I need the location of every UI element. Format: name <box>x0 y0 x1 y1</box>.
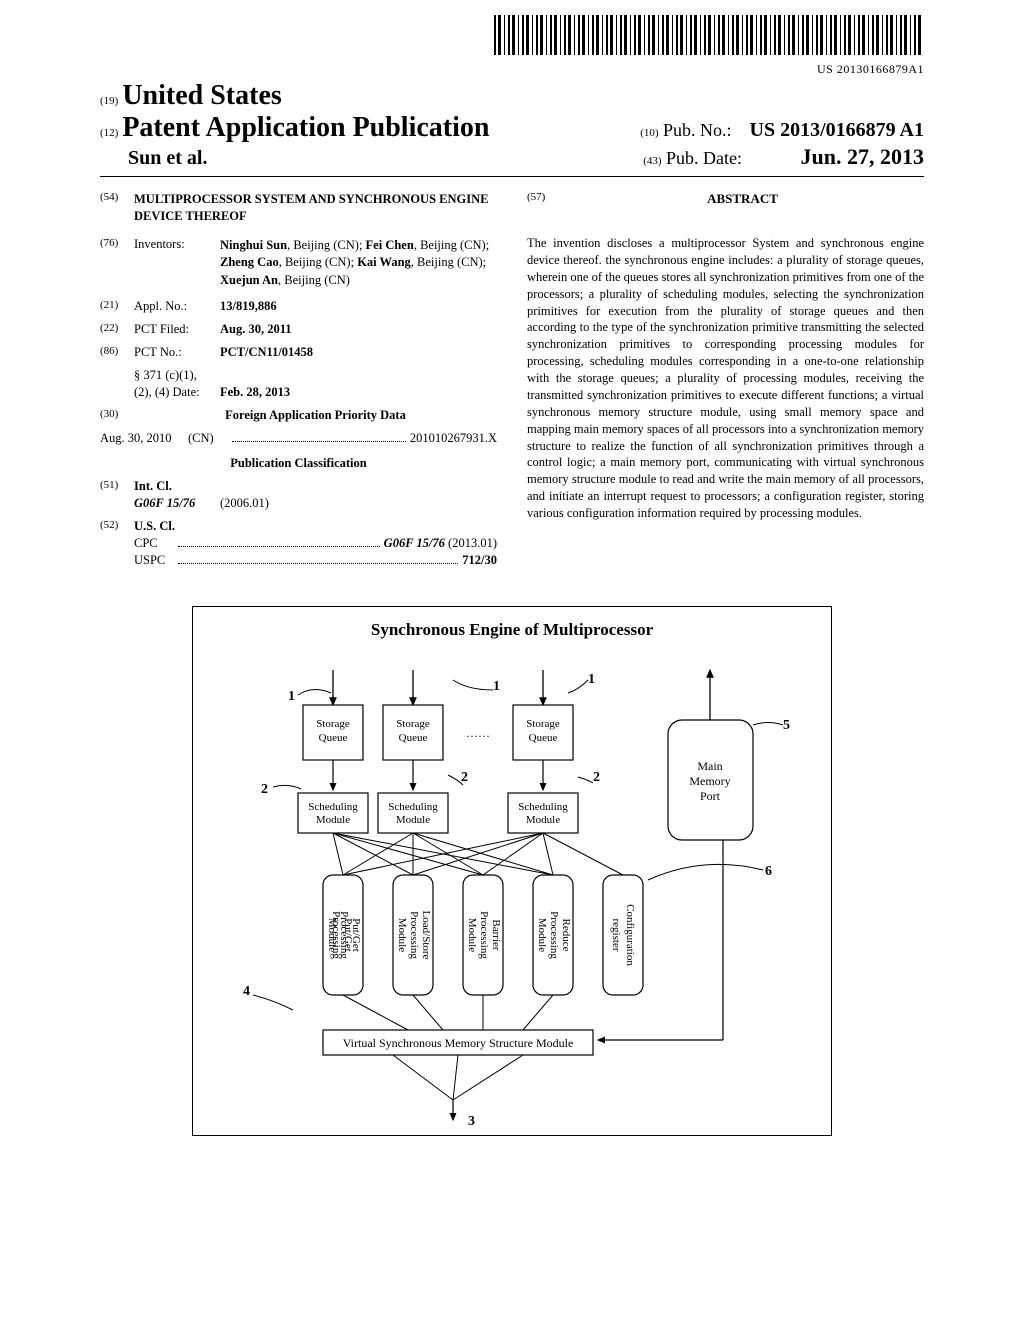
header-rule <box>100 176 924 177</box>
svg-text:Module: Module <box>536 918 548 952</box>
svg-text:Reduce: Reduce <box>560 919 572 952</box>
svg-text:Module: Module <box>526 814 560 826</box>
svg-text:Virtual Synchronous Memory Str: Virtual Synchronous Memory Structure Mod… <box>343 1036 574 1050</box>
pub-type: Patent Application Publication <box>122 112 489 143</box>
pubno-code: (10) <box>640 127 658 139</box>
biblio-columns: (54) MULTIPROCESSOR SYSTEM AND SYNCHRONO… <box>100 191 924 576</box>
left-column: (54) MULTIPROCESSOR SYSTEM AND SYNCHRONO… <box>100 191 497 576</box>
svg-text:Storage: Storage <box>526 718 560 730</box>
svg-text:Put/Get: Put/Get <box>350 918 362 952</box>
svg-text:……: …… <box>466 726 490 740</box>
title-code: (54) <box>100 191 134 225</box>
svg-text:Port: Port <box>700 789 721 803</box>
inventors-field: (76) Inventors: Ninghui Sun, Beijing (CN… <box>100 237 497 290</box>
pctno-value: PCT/CN11/01458 <box>220 345 497 360</box>
pctno-sub2: (2), (4) Date: Feb. 28, 2013 <box>100 385 497 400</box>
svg-text:Scheduling: Scheduling <box>518 801 568 813</box>
inventors-label: Inventors: <box>134 237 220 290</box>
svg-text:register: register <box>610 919 622 952</box>
pubno-label: Pub. No.: <box>663 120 732 140</box>
invention-title: MULTIPROCESSOR SYSTEM AND SYNCHRONOUS EN… <box>134 191 497 225</box>
applno-field: (21) Appl. No.: 13/819,886 <box>100 299 497 314</box>
foreign-priority-row: Aug. 30, 2010 (CN) 201010267931.X <box>100 431 497 446</box>
barcode <box>494 15 924 55</box>
pubclass-header: Publication Classification <box>100 456 497 471</box>
svg-text:4: 4 <box>243 984 250 999</box>
intcl-field: (51) Int. Cl. <box>100 479 497 494</box>
inventors-code: (76) <box>100 237 134 290</box>
dotted-leader <box>232 431 406 442</box>
abstract-header: ABSTRACT <box>561 191 924 207</box>
svg-text:6: 6 <box>765 864 772 879</box>
svg-text:1: 1 <box>288 689 295 704</box>
uscl-field: (52) U.S. Cl. <box>100 519 497 534</box>
pubno-value: US 2013/0166879 A1 <box>750 119 924 141</box>
document-header: (19) United States (12) Patent Applicati… <box>100 80 924 170</box>
intcl-value-row: G06F 15/76 (2006.01) <box>100 496 497 511</box>
svg-text:Barrier: Barrier <box>490 920 502 951</box>
svg-text:Load/Store: Load/Store <box>420 911 432 960</box>
svg-text:2: 2 <box>461 770 468 785</box>
svg-text:5: 5 <box>783 718 790 733</box>
country-name: United States <box>122 80 281 111</box>
right-column: (57) ABSTRACT The invention discloses a … <box>527 191 924 576</box>
svg-text:Configuration: Configuration <box>624 904 636 966</box>
svg-text:Queue: Queue <box>399 732 428 744</box>
inventors-list: Ninghui Sun, Beijing (CN); Fei Chen, Bei… <box>220 237 497 290</box>
svg-text:Queue: Queue <box>319 732 348 744</box>
diagram-svg: 1 1 1 Storage Queue Storage Queue …… Sto… <box>193 665 833 1135</box>
foreign-app-number: 201010267931.X <box>410 431 497 446</box>
inventors-short: Sun et al. <box>128 147 207 169</box>
svg-text:Module: Module <box>396 918 408 952</box>
cpc-row: CPC G06F 15/76 (2013.01) <box>100 536 497 551</box>
barcode-block: US 20130166879A1 <box>494 15 924 77</box>
barcode-number: US 20130166879A1 <box>494 62 924 77</box>
pctfiled-value: Aug. 30, 2011 <box>220 322 497 337</box>
svg-text:Scheduling: Scheduling <box>308 801 358 813</box>
svg-text:Queue: Queue <box>529 732 558 744</box>
title-field: (54) MULTIPROCESSOR SYSTEM AND SYNCHRONO… <box>100 191 497 225</box>
svg-text:1: 1 <box>493 679 500 694</box>
svg-text:1: 1 <box>588 672 595 687</box>
uspc-row: USPC 712/30 <box>100 553 497 568</box>
country-code: (19) <box>100 95 118 107</box>
applno-value: 13/819,886 <box>220 299 497 314</box>
pctno-field: (86) PCT No.: PCT/CN11/01458 <box>100 345 497 360</box>
svg-text:3: 3 <box>468 1114 475 1129</box>
svg-text:Main: Main <box>697 759 722 773</box>
svg-text:Processing: Processing <box>548 911 560 959</box>
diagram-title: Synchronous Engine of Multiprocessor <box>213 619 811 640</box>
abstract-header-row: (57) ABSTRACT <box>527 191 924 227</box>
pubdate-value: Jun. 27, 2013 <box>801 144 924 169</box>
pub-type-code: (12) <box>100 127 118 139</box>
svg-text:2: 2 <box>593 770 600 785</box>
svg-text:Module: Module <box>316 814 350 826</box>
patent-diagram: Synchronous Engine of Multiprocessor 1 1… <box>192 606 832 1136</box>
svg-text:Storage: Storage <box>396 718 430 730</box>
svg-text:Module: Module <box>396 814 430 826</box>
svg-text:2: 2 <box>261 782 268 797</box>
abstract-text: The invention discloses a multiprocessor… <box>527 235 924 522</box>
patent-page: US 20130166879A1 (19) United States (12)… <box>0 0 1024 1176</box>
svg-text:Processing: Processing <box>408 911 420 959</box>
svg-text:Memory: Memory <box>689 774 730 788</box>
pubdate-code: (43) <box>643 155 661 167</box>
svg-text:Processing: Processing <box>478 911 490 959</box>
svg-text:Scheduling: Scheduling <box>388 801 438 813</box>
pubdate-label: Pub. Date: <box>666 148 742 168</box>
svg-text:Module: Module <box>466 918 478 952</box>
svg-text:Processing: Processing <box>338 911 350 959</box>
svg-text:Module: Module <box>326 918 338 952</box>
pctfiled-field: (22) PCT Filed: Aug. 30, 2011 <box>100 322 497 337</box>
pctno-sub1: § 371 (c)(1), <box>100 368 497 383</box>
foreign-header: Foreign Application Priority Data <box>134 408 497 423</box>
svg-text:Storage: Storage <box>316 718 350 730</box>
foreign-header-row: (30) Foreign Application Priority Data <box>100 408 497 423</box>
